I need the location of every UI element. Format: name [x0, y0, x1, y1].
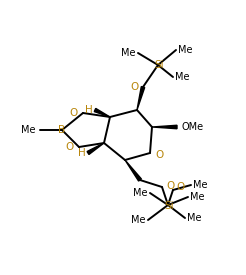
Text: Me: Me: [122, 48, 136, 58]
Text: O: O: [131, 82, 139, 92]
Text: O: O: [166, 181, 174, 191]
Text: Me: Me: [132, 215, 146, 225]
Text: Me: Me: [175, 72, 189, 82]
Text: Me: Me: [134, 188, 148, 198]
Text: Me: Me: [187, 213, 201, 223]
Text: O: O: [66, 142, 74, 152]
Polygon shape: [137, 87, 145, 110]
Text: Me: Me: [193, 180, 207, 190]
Text: H: H: [85, 105, 93, 115]
Text: Si: Si: [154, 60, 164, 70]
Text: Si: Si: [164, 201, 174, 211]
Text: O: O: [176, 182, 184, 192]
Polygon shape: [87, 143, 104, 155]
Polygon shape: [94, 108, 110, 117]
Text: OMe: OMe: [181, 122, 203, 132]
Text: Me: Me: [21, 125, 36, 135]
Text: Me: Me: [178, 45, 193, 55]
Text: O: O: [155, 150, 163, 160]
Polygon shape: [152, 125, 177, 129]
Text: O: O: [70, 108, 78, 118]
Polygon shape: [125, 160, 141, 181]
Text: Me: Me: [190, 192, 204, 202]
Text: H: H: [78, 148, 86, 158]
Text: B: B: [59, 125, 66, 135]
